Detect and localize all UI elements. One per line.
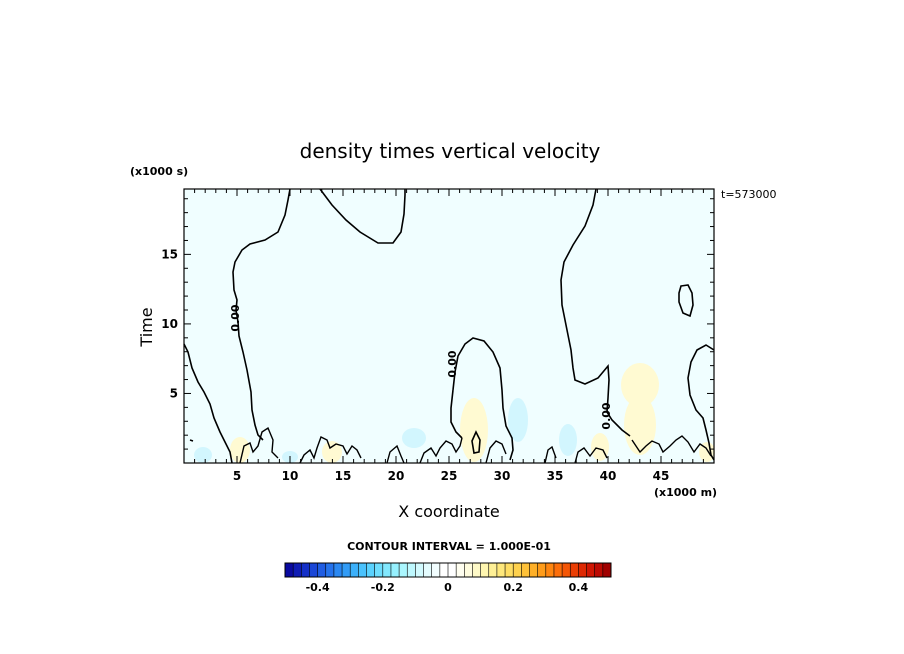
y-tick-labels: 5 10 15 xyxy=(161,247,178,400)
colorbar-swatch xyxy=(390,563,400,577)
x-tick-label: 15 xyxy=(335,469,352,483)
x-tick-label: 10 xyxy=(282,469,299,483)
axis-ticks xyxy=(184,189,714,463)
y-tick-label: 15 xyxy=(161,247,178,261)
colorbar-tick-label: 0.2 xyxy=(503,581,523,594)
colorbar-swatch xyxy=(423,563,433,577)
contour-line-island xyxy=(678,284,694,318)
colorbar-swatch xyxy=(342,563,351,577)
colorbar-swatch xyxy=(382,563,392,577)
colorbar-swatch xyxy=(513,563,522,577)
field-patch xyxy=(460,398,488,462)
colorbar-swatch xyxy=(521,563,530,577)
y-tick-label: 10 xyxy=(161,317,178,331)
x-tick-labels: 5 10 15 20 25 30 35 40 45 xyxy=(233,469,670,483)
field-patch xyxy=(194,447,212,463)
x-tick-label: 40 xyxy=(600,469,617,483)
time-stamp: t=573000 xyxy=(721,188,777,201)
colorbar-swatch xyxy=(545,563,555,577)
colorbar-tick-label: -0.4 xyxy=(306,581,330,594)
field-patch xyxy=(559,424,577,456)
field-patch xyxy=(230,437,250,463)
contour-line-noise xyxy=(239,426,712,464)
colorbar-swatch xyxy=(448,563,457,577)
colorbar-swatch xyxy=(464,563,473,577)
y-axis-units: (x1000 s) xyxy=(130,165,188,178)
contour-interval-text: CONTOUR INTERVAL = 1.000E-01 xyxy=(347,540,551,553)
x-tick-label: 5 xyxy=(233,469,241,483)
contour-line-dome-left xyxy=(450,389,463,439)
colorbar-swatch xyxy=(431,563,441,577)
colorbar-swatch xyxy=(317,563,327,577)
colorbar-swatch xyxy=(301,563,310,577)
colorbar-swatch xyxy=(285,563,294,577)
colorbar-tick-label: 0 xyxy=(444,581,452,594)
colorbar-tick-label: -0.2 xyxy=(371,581,395,594)
colorbar-swatch xyxy=(374,563,384,577)
contour-line-right-upper xyxy=(560,188,631,437)
contour-line-dot xyxy=(189,439,194,442)
colorbar-swatch xyxy=(309,563,318,577)
y-tick-label: 5 xyxy=(170,386,178,400)
colorbar-swatch xyxy=(553,563,563,577)
x-tick-label: 45 xyxy=(653,469,670,483)
contour-line-small-loop xyxy=(471,430,481,454)
colorbar-swatch xyxy=(602,563,612,577)
field-patch xyxy=(402,428,426,448)
x-axis-label: X coordinate xyxy=(398,502,499,521)
colorbar-swatch xyxy=(586,563,596,577)
colorbar-swatch xyxy=(472,563,481,577)
colorbar-labels: -0.4 -0.2 0 0.2 0.4 xyxy=(306,581,589,594)
contour-lines xyxy=(183,188,715,464)
colorbar-swatch xyxy=(293,563,302,577)
colorbar xyxy=(284,562,612,578)
colorbar-swatch xyxy=(529,563,539,577)
colorbar-swatch xyxy=(366,563,376,577)
chart-title: density times vertical velocity xyxy=(300,139,601,163)
colorbar-swatch xyxy=(456,563,465,577)
field-patch xyxy=(624,395,656,455)
colorbar-swatch xyxy=(480,563,490,577)
colorbar-swatch xyxy=(439,563,449,577)
colorbar-swatch xyxy=(570,563,579,577)
colorbar-swatch xyxy=(399,563,408,577)
colorbar-tick-label: 0.4 xyxy=(569,581,589,594)
colorbar-swatch xyxy=(537,563,547,577)
x-tick-label: 35 xyxy=(547,469,564,483)
y-axis-label: Time xyxy=(137,307,156,347)
plot-area: 0.00 0.00 0.00 xyxy=(183,188,715,464)
x-tick-label: 20 xyxy=(388,469,405,483)
contour-line-dome xyxy=(452,337,514,461)
x-tick-label: 30 xyxy=(494,469,511,483)
colorbar-frame xyxy=(284,562,612,578)
x-tick-label: 25 xyxy=(441,469,458,483)
colorbar-swatch xyxy=(415,563,424,577)
colorbar-swatch xyxy=(325,563,335,577)
field-patch xyxy=(508,398,528,442)
x-axis-units: (x1000 m) xyxy=(654,486,717,499)
colorbar-swatch xyxy=(333,563,343,577)
contour-line-right-edge xyxy=(687,344,715,461)
field-patch xyxy=(699,442,715,462)
field-patch xyxy=(621,363,659,407)
colorbar-swatch xyxy=(350,563,359,577)
contour-label-left: 0.00 xyxy=(229,304,242,331)
colorbar-swatch xyxy=(496,563,506,577)
contour-label-center: 0.00 xyxy=(446,350,459,377)
colorbar-swatch xyxy=(505,563,514,577)
colorbar-swatch xyxy=(562,563,571,577)
contour-line-left-edge xyxy=(183,343,233,464)
colorbar-swatch xyxy=(358,563,367,577)
field-patch xyxy=(322,441,342,463)
colorbar-swatch xyxy=(488,563,498,577)
contour-line-top xyxy=(319,188,406,244)
colorbar-swatch xyxy=(407,563,416,577)
colorbar-swatch xyxy=(594,563,604,577)
contour-line-left xyxy=(232,188,291,441)
contour-label-right: 0.00 xyxy=(600,402,613,429)
colorbar-swatch xyxy=(578,563,587,577)
